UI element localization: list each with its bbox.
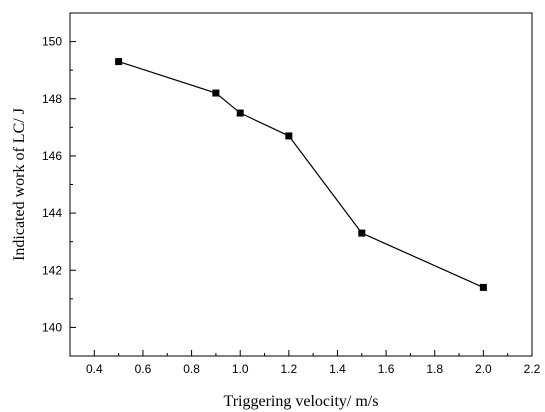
data-point: [212, 89, 220, 97]
y-tick-label: 146: [42, 149, 62, 163]
x-tick-label: 0.4: [86, 362, 103, 376]
x-tick-label: 1.2: [280, 362, 297, 376]
series-line: [118, 61, 484, 288]
x-tick-label: 2.2: [524, 362, 541, 376]
x-tick-label: 1.6: [378, 362, 395, 376]
x-tick-label: 0.8: [183, 362, 200, 376]
data-point: [115, 58, 123, 66]
x-tick-label: 2.0: [475, 362, 492, 376]
y-tick-label: 144: [42, 206, 62, 220]
x-tick-label: 1.4: [329, 362, 346, 376]
y-tick-label: 148: [42, 92, 62, 106]
data-point: [479, 283, 487, 291]
y-tick-label: 140: [42, 320, 62, 334]
data-point: [285, 132, 293, 140]
y-axis-label: Indicated work of LC/ J: [11, 108, 28, 261]
x-axis-label: Triggering velocity/ m/s: [224, 393, 379, 410]
data-point: [358, 229, 366, 237]
y-axis-ticks: 140 142 144 146 148 150: [42, 12, 76, 357]
x-tick-label: 0.6: [135, 362, 152, 376]
y-tick-label: 142: [42, 263, 62, 277]
x-tick-label: 1.0: [232, 362, 249, 376]
series-group: [115, 58, 487, 291]
x-tick-label: 1.8: [426, 362, 443, 376]
y-tick-label: 150: [42, 35, 62, 49]
plot-frame: [69, 12, 533, 357]
x-axis-ticks: 0.4 0.6 0.8 1.0 1.2 1.4 1.6 1.8 2.0 2.2: [69, 350, 541, 376]
data-point: [236, 109, 244, 117]
axes: [69, 12, 533, 357]
